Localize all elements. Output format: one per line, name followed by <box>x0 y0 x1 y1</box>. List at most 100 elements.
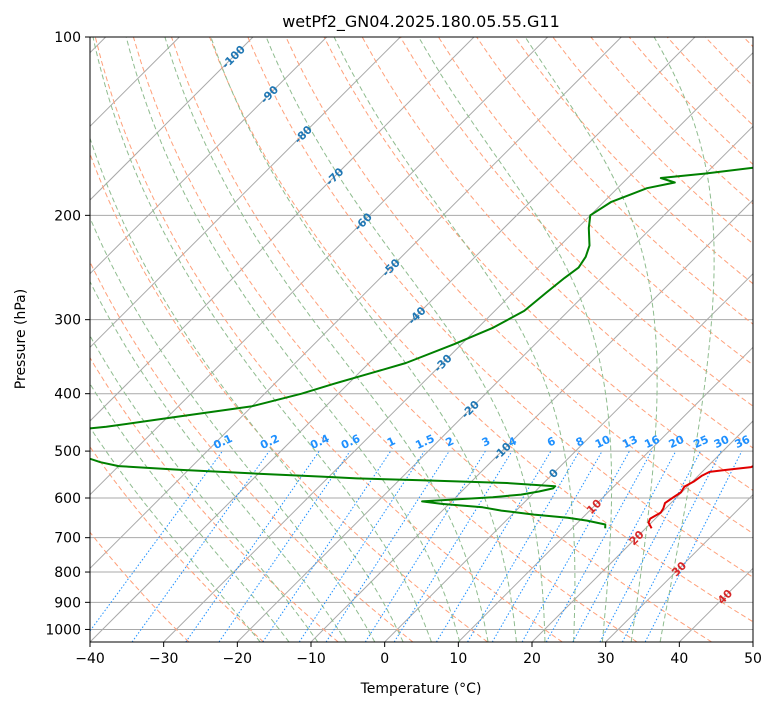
dry-adiabat <box>209 37 753 623</box>
mixing-ratio-line <box>218 450 351 642</box>
isotherm-line <box>531 420 753 642</box>
isotherm-line <box>90 37 254 201</box>
axis-ticks: −40 −30 −20 −10 0 10 20 30 40 5010020030040050060… <box>45 30 762 667</box>
moist-adiabat <box>90 334 319 642</box>
isotherm-line <box>236 125 753 642</box>
chart-title: wetPf2_GN04.2025.180.05.55.G11 <box>282 12 560 32</box>
isotherm-label: 10 <box>584 497 604 517</box>
dry-adiabat <box>704 37 753 87</box>
mixing-ratio-line <box>90 450 223 632</box>
moist-adiabat <box>524 37 658 642</box>
dewpoint-profile <box>90 166 753 529</box>
mixing-ratio-line <box>545 450 653 642</box>
y-tick-label: 200 <box>54 208 81 224</box>
mixing-ratio-line <box>364 450 486 642</box>
dry-adiabat <box>399 37 753 407</box>
mixing-ratio-label: 0.6 <box>339 432 362 452</box>
dry-adiabat <box>247 37 753 578</box>
mixing-ratio-line <box>521 450 630 642</box>
mixing-ratio-line <box>572 450 677 642</box>
isotherm-line <box>90 37 475 422</box>
x-tick-label: 40 <box>670 651 688 667</box>
profile-series <box>90 166 753 529</box>
dry-adiabat <box>90 356 339 642</box>
moist-adiabat <box>418 37 613 642</box>
isotherm-line <box>90 37 401 349</box>
isotherm-line <box>384 272 753 642</box>
mixing-ratio-label: 3 <box>480 434 492 449</box>
mixing-ratio-label: 13 <box>620 433 639 451</box>
dry-adiabat <box>476 37 753 325</box>
x-tick-label: 10 <box>449 651 467 667</box>
dry-adiabat <box>90 446 264 642</box>
y-tick-label: 100 <box>54 30 81 46</box>
x-tick-label: −20 <box>223 651 253 667</box>
isotherm-line <box>90 37 549 496</box>
mixing-ratio-label: 25 <box>691 433 710 451</box>
y-tick-label: 900 <box>54 595 81 611</box>
dry-adiabat <box>361 37 753 449</box>
y-tick-label: 500 <box>54 444 81 460</box>
moist-adiabat <box>92 37 432 642</box>
x-tick-label: −40 <box>75 651 105 667</box>
moist-adiabat <box>90 216 376 642</box>
mixing-ratio-label: 16 <box>642 433 662 451</box>
isotherm-line <box>90 37 622 570</box>
dry-adiabat <box>666 37 753 126</box>
y-tick-label: 600 <box>54 491 81 507</box>
dry-adiabat <box>590 37 753 205</box>
x-tick-label: −10 <box>296 651 326 667</box>
moist-adiabat <box>210 37 517 642</box>
y-tick-label: 800 <box>54 565 81 581</box>
x-tick-label: 30 <box>597 651 615 667</box>
mixing-ratio-line <box>599 450 701 642</box>
mixing-ratio-line <box>621 450 722 642</box>
x-tick-label: 50 <box>744 651 762 667</box>
mixing-ratio-label: 1.5 <box>413 432 436 452</box>
plot-frame <box>89 36 754 643</box>
moist-adiabat <box>90 136 404 642</box>
dry-adiabat <box>437 37 753 366</box>
mixing-ratio-label: 20 <box>667 433 687 451</box>
dry-adiabat <box>552 37 753 245</box>
dry-adiabat <box>514 37 753 285</box>
mixing-ratio-line <box>298 450 425 642</box>
isotherm-line <box>605 493 753 642</box>
temperature-profile <box>647 465 753 529</box>
isotherm-line <box>310 199 753 642</box>
moist-adiabat <box>265 37 546 642</box>
y-tick-label: 700 <box>54 531 81 547</box>
mixing-ratio-line <box>325 450 450 642</box>
mixing-ratio-line <box>185 450 320 642</box>
x-axis-label: Temperature (°C) <box>360 681 482 697</box>
plot-area <box>90 37 753 642</box>
mixing-ratio-label: 36 <box>733 433 753 451</box>
mixing-ratio-line <box>644 450 743 642</box>
dry-adiabat <box>743 37 753 48</box>
mixing-ratio-label: 0.1 <box>211 432 234 452</box>
dry-adiabat <box>94 37 563 642</box>
x-tick-label: 20 <box>523 651 541 667</box>
y-tick-label: 300 <box>54 313 81 329</box>
isotherm-line <box>90 37 328 275</box>
y-axis-label: Pressure (hPa) <box>13 289 29 389</box>
dry-adiabat <box>90 152 488 642</box>
isotherm-line <box>752 641 753 642</box>
mixing-ratio-label: 2 <box>444 434 456 449</box>
mixing-ratio-line <box>131 450 270 642</box>
dry-adiabat <box>285 37 753 535</box>
mixing-ratio-label: 0.2 <box>258 432 281 452</box>
isotherm-line <box>678 567 753 642</box>
dry-adiabat <box>90 531 190 642</box>
isotherm-line <box>457 346 753 642</box>
dry-adiabat <box>171 37 712 642</box>
x-tick-label: 0 <box>380 651 389 667</box>
moist-adiabat <box>653 37 715 642</box>
mixing-ratio-label: 0.4 <box>308 432 331 452</box>
moist-adiabat <box>90 382 290 642</box>
isotherm-line <box>90 37 696 642</box>
moist-adiabat <box>90 280 347 642</box>
dry-adiabat <box>323 37 753 491</box>
moist-adiabat <box>125 37 461 642</box>
